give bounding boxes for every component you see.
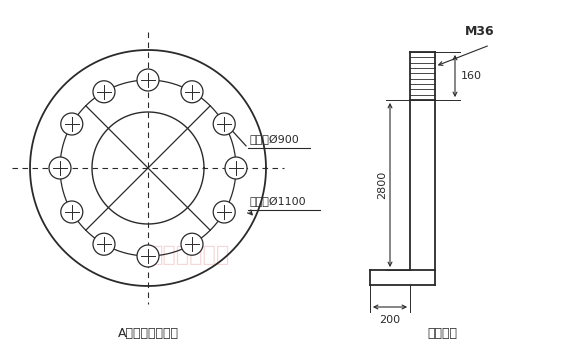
- Circle shape: [93, 81, 115, 103]
- Text: 东莞七度照明: 东莞七度照明: [150, 245, 230, 265]
- Circle shape: [213, 201, 235, 223]
- Circle shape: [225, 157, 247, 179]
- Text: 160: 160: [461, 71, 482, 81]
- Circle shape: [137, 245, 159, 267]
- Text: M36: M36: [465, 25, 495, 38]
- Circle shape: [61, 201, 83, 223]
- Circle shape: [61, 113, 83, 135]
- Circle shape: [137, 69, 159, 91]
- Circle shape: [49, 157, 71, 179]
- Text: 安装距Ø900: 安装距Ø900: [250, 135, 300, 145]
- Circle shape: [181, 81, 203, 103]
- Text: 地脚螺栓: 地脚螺栓: [428, 327, 457, 340]
- Circle shape: [181, 233, 203, 255]
- Text: 法兰盘Ø1100: 法兰盘Ø1100: [250, 197, 307, 207]
- Text: A、法兰盘示意图: A、法兰盘示意图: [118, 327, 178, 340]
- Text: 200: 200: [379, 315, 400, 325]
- Text: 2800: 2800: [377, 171, 387, 199]
- Circle shape: [93, 233, 115, 255]
- Circle shape: [213, 113, 235, 135]
